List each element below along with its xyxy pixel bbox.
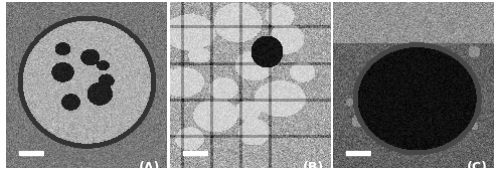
Text: (C): (C)	[466, 161, 487, 170]
Text: (B): (B)	[302, 161, 324, 170]
Bar	[182, 151, 206, 155]
Bar	[346, 151, 370, 155]
Bar	[19, 151, 43, 155]
Text: (A): (A)	[139, 161, 160, 170]
